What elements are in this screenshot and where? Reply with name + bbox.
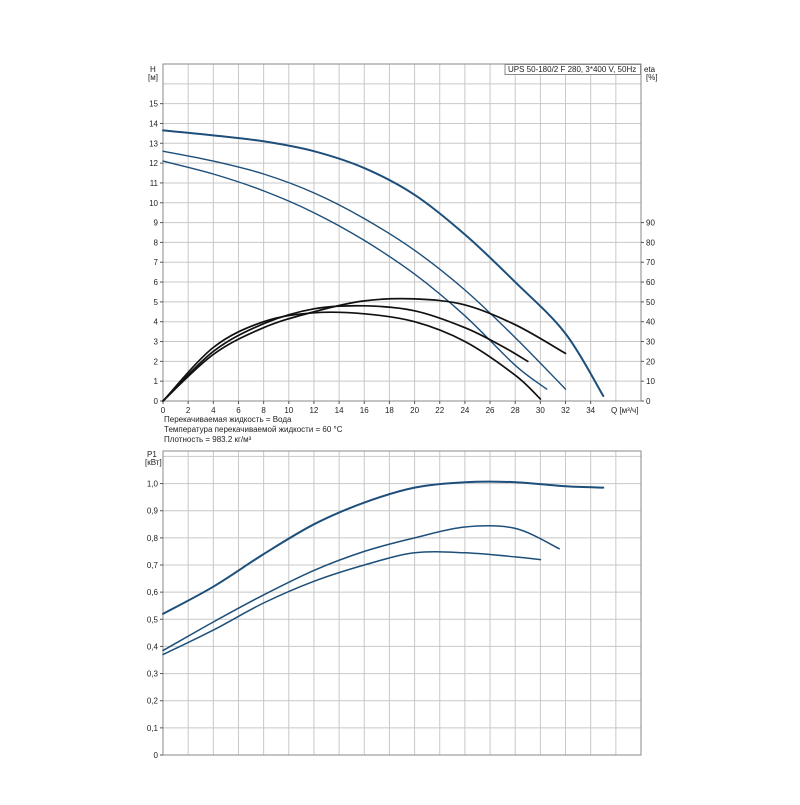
y2-tick-label: 10 — [646, 377, 655, 386]
y2-tick-label: 20 — [646, 357, 655, 366]
y2-tick-label: 90 — [646, 219, 655, 228]
y-tick-label: 4 — [154, 318, 159, 327]
y-tick-label: 0,2 — [147, 697, 159, 706]
y2-tick-label: 50 — [646, 298, 655, 307]
power-chart: 0 0,1 0,2 0,3 0,4 0,5 0,6 0,7 0,8 0,9 1,0 P1[кВт] — [145, 450, 642, 760]
bottom-series — [162, 480, 605, 656]
x-tick-label: 4 — [211, 406, 216, 415]
x-tick-label: 32 — [561, 406, 570, 415]
y2-tick-label: 40 — [646, 318, 655, 327]
x-tick-label: 0 — [161, 406, 166, 415]
efficiency-curve — [162, 297, 567, 402]
power-curve — [162, 550, 542, 656]
y-tick-label: 15 — [149, 100, 158, 109]
y-tick-label: 0,8 — [147, 534, 159, 543]
y-tick-label: 0,4 — [147, 642, 159, 651]
y-tick-label: 5 — [154, 298, 159, 307]
x-axis-title: Q [м³/ч] — [611, 406, 638, 415]
head-efficiency-chart: 0 2 4 6 8 10 12 14 16 18 20 22 24 26 28 30 32 34012345678… — [148, 63, 658, 415]
y2-tick-label: 30 — [646, 338, 655, 347]
x-tick-label: 8 — [261, 406, 266, 415]
y2-tick-label: 80 — [646, 238, 655, 247]
efficiency-curve — [162, 311, 542, 402]
y-tick-label: 0 — [154, 397, 159, 406]
y-tick-label: 2 — [154, 357, 159, 366]
chart-title-box — [504, 64, 641, 75]
top-grid — [162, 63, 642, 402]
y-tick-label: 3 — [154, 338, 159, 347]
x-tick-label: 22 — [435, 406, 444, 415]
top-plot-frame — [162, 63, 642, 402]
y2-axis-title-line2: [%] — [646, 73, 658, 82]
y-tick-label: 0,3 — [147, 670, 159, 679]
y-tick-label: 0,1 — [147, 724, 159, 733]
y-tick-label: 6 — [154, 278, 159, 287]
note-medium: Перекачиваемая жидкость = Вода — [164, 415, 292, 424]
y2-tick-label: 60 — [646, 278, 655, 287]
y-tick-label: 10 — [149, 199, 158, 208]
y-tick-label: 9 — [154, 219, 159, 228]
x-tick-label: 12 — [309, 406, 318, 415]
y-tick-label: 11 — [150, 179, 159, 188]
y-tick-label: 1 — [154, 377, 159, 386]
y-axis-title-line2: [м] — [148, 73, 158, 82]
y-tick-label: 0,9 — [147, 507, 159, 516]
y-tick-label: 0,5 — [147, 615, 159, 624]
x-tick-label: 34 — [586, 406, 595, 415]
x-tick-label: 26 — [486, 406, 495, 415]
power-curve — [162, 480, 605, 615]
y-axis-title-line1: P1 — [147, 450, 157, 459]
x-tick-label: 10 — [284, 406, 293, 415]
y-tick-label: 0 — [154, 751, 159, 760]
fluid-notes: Перекачиваемая жидкость = Вода Температу… — [164, 415, 343, 444]
y-axis-title-line1: H — [150, 65, 156, 74]
x-tick-label: 6 — [236, 406, 241, 415]
y-tick-label: 14 — [149, 119, 158, 128]
y-tick-label: 1,0 — [147, 480, 159, 489]
power-curve — [162, 524, 560, 652]
bottom-grid — [162, 451, 642, 756]
y-axis-title-line2: [кВт] — [145, 458, 162, 467]
x-tick-label: 30 — [536, 406, 545, 415]
y2-tick-label: 0 — [646, 397, 651, 406]
x-tick-label: 14 — [335, 406, 344, 415]
note-density: Плотность = 983.2 кг/м³ — [164, 435, 252, 444]
head-curve — [162, 150, 567, 390]
x-tick-label: 24 — [460, 406, 469, 415]
bottom-plot-frame — [162, 450, 642, 756]
chart-title: UPS 50-180/2 F 280, 3*400 V, 50Hz — [508, 65, 636, 74]
y-tick-label: 7 — [154, 258, 159, 267]
x-tick-label: 2 — [186, 406, 191, 415]
y-tick-label: 13 — [149, 139, 158, 148]
efficiency-curve — [162, 304, 529, 402]
head-curve — [162, 160, 548, 390]
y-tick-label: 8 — [154, 238, 159, 247]
x-tick-label: 18 — [385, 406, 394, 415]
x-tick-label: 16 — [360, 406, 369, 415]
head-curve — [162, 129, 605, 397]
y-tick-label: 0,6 — [147, 588, 159, 597]
y-tick-label: 0,7 — [147, 561, 159, 570]
y-tick-label: 12 — [149, 159, 158, 168]
y2-axis-title-line1: eta — [644, 65, 656, 74]
top-series — [162, 129, 605, 402]
x-tick-label: 20 — [410, 406, 419, 415]
y2-tick-label: 70 — [646, 258, 655, 267]
note-temperature: Температура перекачиваемой жидкости = 60… — [164, 425, 343, 434]
x-tick-label: 28 — [511, 406, 520, 415]
